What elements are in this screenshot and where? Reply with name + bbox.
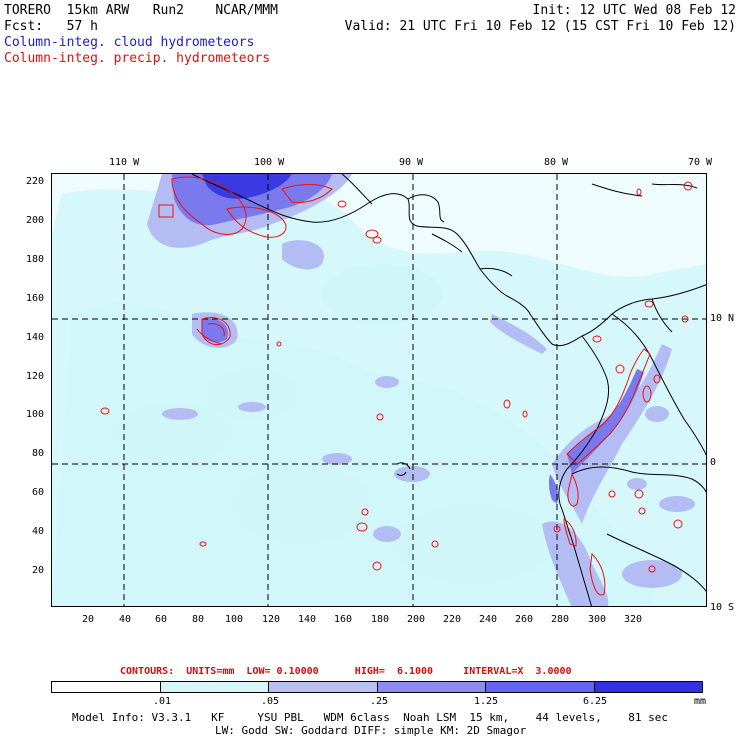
cloud-shade-darkest	[202, 174, 292, 199]
forecast-hour: Fcst: 57 h	[4, 19, 98, 34]
x-tick-label: 180	[371, 614, 390, 625]
colorbar-seg-5	[594, 682, 702, 692]
colorbar-label: .01	[153, 696, 172, 707]
colorbar-seg-4	[486, 682, 595, 692]
graticule	[52, 174, 706, 606]
model-info-line1: Model Info: V3.3.1 KF YSU PBL WDM 6class…	[72, 711, 669, 724]
nicaragua-border	[479, 267, 513, 277]
x-tick-label: 120	[262, 614, 281, 625]
colorbar	[51, 681, 703, 693]
lon-label-100w: 100 W	[254, 157, 285, 168]
lat-label-0: 0	[710, 457, 717, 468]
x-tick-label: 80	[192, 614, 205, 625]
peru-brazil-border	[571, 466, 706, 493]
x-tick-label: 280	[551, 614, 570, 625]
x-tick-label: 100	[225, 614, 244, 625]
y-tick-label: 200	[26, 215, 45, 226]
y-tick-label: 60	[32, 487, 45, 498]
andes-east	[611, 313, 706, 456]
precip-contours	[100, 176, 693, 596]
colorbar-seg-3	[377, 682, 486, 692]
x-tick-label: 300	[588, 614, 607, 625]
x-tick-label: 20	[82, 614, 95, 625]
colorbar-label: 1.25	[474, 696, 499, 707]
y-tick-label: 180	[26, 254, 45, 265]
model-title: TORERO 15km ARW Run2 NCAR/MMM	[4, 3, 278, 18]
guatemala-border	[431, 233, 463, 253]
lon-label-110w: 110 W	[109, 157, 140, 168]
cloud-shade-light	[52, 189, 706, 606]
init-time: Init: 12 UTC Wed 08 Feb 12	[532, 3, 737, 18]
colorbar-unit: mm	[694, 696, 707, 707]
y-tick-label: 120	[26, 371, 45, 382]
x-tick-label: 320	[624, 614, 643, 625]
y-tick-label: 140	[26, 332, 45, 343]
lon-label-80w: 80 W	[544, 157, 569, 168]
y-tick-label: 20	[32, 565, 45, 576]
lon-label-90w: 90 W	[399, 157, 424, 168]
y-tick-label: 80	[32, 448, 45, 459]
x-tick-label: 60	[155, 614, 168, 625]
south-america-west-coast	[558, 335, 610, 606]
colorbar-seg-0	[52, 682, 161, 692]
gulf-coast	[341, 174, 373, 205]
field-label-cloud: Column-integ. cloud hydrometeors	[4, 35, 255, 50]
yucatan-coast	[407, 194, 445, 223]
x-tick-label: 40	[119, 614, 132, 625]
hispaniola	[651, 183, 698, 189]
lat-label-10s: 10 S	[710, 602, 735, 613]
valid-time: Valid: 21 UTC Fri 10 Feb 12 (15 CST Fri …	[344, 19, 736, 34]
north-coast	[191, 174, 706, 347]
x-tick-label: 140	[298, 614, 317, 625]
coastlines	[191, 174, 706, 606]
colorbar-seg-2	[269, 682, 378, 692]
x-tick-label: 240	[479, 614, 498, 625]
y-tick-label: 220	[26, 176, 45, 187]
map-plot	[51, 173, 707, 607]
colorbar-label: .05	[261, 696, 280, 707]
x-tick-label: 160	[334, 614, 353, 625]
caribbean-islands	[591, 183, 643, 197]
x-tick-label: 200	[407, 614, 426, 625]
colorbar-seg-1	[160, 682, 269, 692]
model-info-line2: LW: Godd SW: Goddard DIFF: simple KM: 2D…	[215, 724, 527, 737]
field-label-precip: Column-integ. precip. hydrometeors	[4, 51, 271, 66]
colombia-venezuela-border	[651, 298, 673, 333]
bolivia-border	[606, 533, 706, 592]
x-tick-label: 220	[443, 614, 462, 625]
y-tick-label: 40	[32, 526, 45, 537]
lon-label-70w: 70 W	[688, 157, 713, 168]
colorbar-label: 6.25	[583, 696, 608, 707]
y-tick-label: 100	[26, 409, 45, 420]
y-tick-label: 160	[26, 293, 45, 304]
contour-info: CONTOURS: UNITS=mm LOW= 0.10000 HIGH= 6.…	[120, 666, 572, 677]
x-tick-label: 260	[515, 614, 534, 625]
colorbar-label: .25	[370, 696, 389, 707]
lat-label-10n: 10 N	[710, 313, 735, 324]
map-svg	[52, 174, 706, 606]
